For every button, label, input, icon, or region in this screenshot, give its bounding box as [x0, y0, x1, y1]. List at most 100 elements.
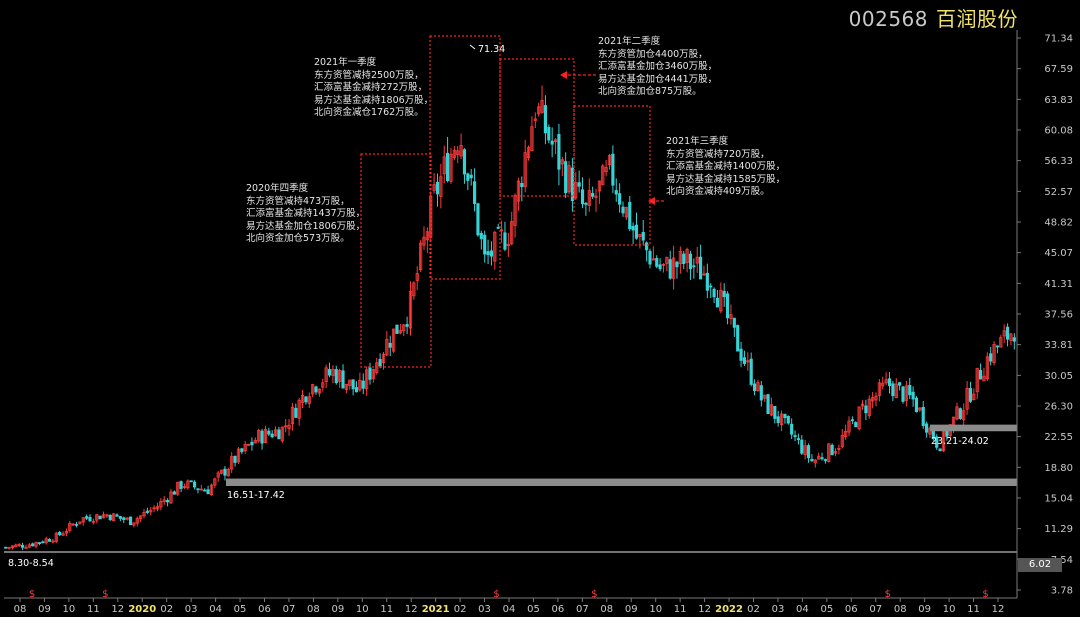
candle-body [435, 181, 440, 195]
candle-body [381, 353, 386, 363]
candle-body [449, 153, 453, 182]
candle-body [506, 243, 510, 247]
candle-body [216, 472, 220, 478]
candle-body [661, 263, 666, 266]
candle-body [550, 140, 554, 145]
candle-body [510, 221, 514, 245]
candle-body [914, 397, 919, 413]
x-tick-label: 06 [845, 604, 858, 615]
note-line: 易方达基金加仓1806万股， [246, 220, 366, 232]
x-tick-label: 09 [38, 604, 51, 615]
quarter-box [499, 58, 575, 197]
candle-body [166, 499, 170, 503]
candle-body [837, 447, 841, 450]
last-price-tag: 6.02 [1018, 558, 1062, 572]
candle-body [719, 289, 723, 312]
candle-body [709, 285, 713, 288]
candle-body [995, 345, 1000, 348]
x-tick-label: 07 [576, 604, 589, 615]
candle-body [246, 443, 251, 446]
candle-body [847, 420, 851, 433]
candle-body [881, 382, 885, 387]
stock-name: 百润股份 [936, 7, 1018, 31]
candle-body [193, 481, 197, 488]
candle-body [155, 506, 160, 510]
candle-body [850, 419, 854, 422]
candle-body [159, 500, 163, 508]
candle-body [699, 256, 703, 280]
candle-body [7, 546, 11, 549]
candle-body [645, 242, 649, 251]
candle-body [297, 399, 301, 419]
candle-body [553, 139, 558, 143]
candle-body [47, 539, 52, 542]
candle-body [962, 410, 966, 421]
candle-body [58, 531, 62, 536]
candle-body [803, 445, 807, 456]
candle-body [871, 397, 875, 402]
note-line: 汇添富基金减持272万股， [314, 82, 428, 94]
x-tick-label: 09 [918, 604, 931, 615]
y-tick-label: 30.05 [1044, 371, 1073, 382]
candle-body [145, 510, 149, 513]
candle-body [78, 521, 82, 524]
quarter-box [429, 35, 501, 280]
candle-body [152, 507, 156, 510]
candle-body [24, 546, 28, 549]
candle-body [280, 426, 284, 442]
x-tick-label: 03 [185, 604, 198, 615]
candle-body [51, 540, 55, 543]
quarter-box [360, 153, 432, 368]
y-tick-label: 45.07 [1044, 248, 1073, 259]
candle-body [570, 167, 574, 202]
candle-body [547, 126, 551, 141]
y-tick-label: 63.83 [1044, 95, 1073, 106]
candle-body [756, 382, 760, 392]
candle-body [857, 406, 861, 430]
note-2020-q4: 2020年四季度 东方资管减持473万股， 汇添富基金减持1437万股， 易方达基金加… [246, 183, 365, 246]
candle-body [725, 293, 730, 319]
annotation-label: 16.51-17.42 [227, 490, 285, 501]
y-tick-label: 22.55 [1044, 432, 1073, 443]
candle-body [614, 190, 618, 195]
candle-body [729, 314, 733, 319]
candle-body [887, 378, 892, 387]
annotation-label: 71.34 [478, 44, 505, 55]
x-tick-label: 02 [747, 604, 760, 615]
x-tick-label: 06 [258, 604, 271, 615]
candle-body [908, 385, 912, 396]
candle-body [557, 134, 561, 170]
candle-body [95, 514, 99, 521]
candle-body [108, 514, 112, 521]
candle-body [462, 149, 467, 175]
support-band-23 [930, 424, 1017, 432]
candle-body [284, 425, 288, 428]
candle-body [840, 434, 844, 448]
candle-body [74, 523, 79, 526]
candle-body [844, 430, 848, 438]
candle-body [233, 455, 237, 463]
candle-body [604, 167, 608, 173]
candle-body [911, 391, 915, 400]
candle-body [472, 181, 477, 204]
candle-body [493, 231, 497, 262]
candle-body [540, 100, 544, 113]
axes-layer: 71.34 67.59 63.83 60.08 56.33 52.57 48.82 45.07… [4, 30, 1073, 615]
candle-body [112, 513, 116, 522]
note-line: 2021年一季度 [314, 57, 377, 68]
candle-body [371, 369, 375, 379]
candle-body [307, 396, 311, 404]
candle-body [955, 406, 959, 420]
candle-body [631, 225, 635, 231]
candle-body [176, 481, 180, 495]
candle-body [186, 480, 190, 489]
candle-body [351, 379, 355, 390]
candle-body [560, 159, 564, 165]
y-tick-label: 33.81 [1044, 340, 1073, 351]
candle-body [105, 514, 109, 517]
candle-body [486, 251, 490, 256]
candle-body [402, 324, 406, 332]
candle-body [806, 445, 811, 459]
candle-body [854, 422, 858, 428]
